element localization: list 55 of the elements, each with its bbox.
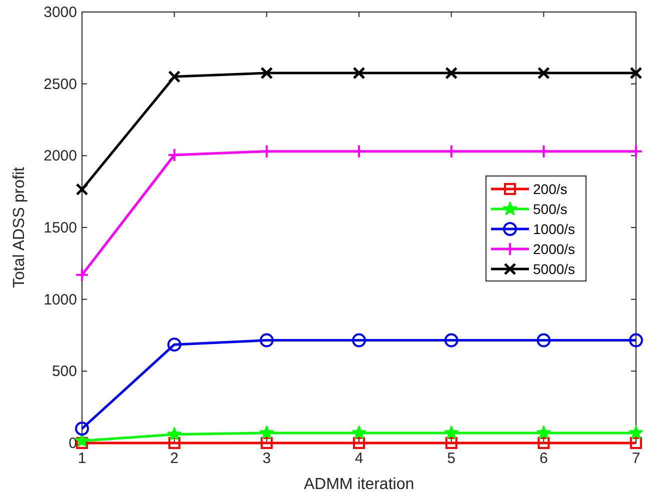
x-tick-label: 2 <box>170 450 179 467</box>
x-tick-label: 4 <box>354 450 364 467</box>
point <box>168 70 181 83</box>
point <box>260 425 274 440</box>
legend-label: 2000/s <box>533 241 576 257</box>
point <box>352 144 366 158</box>
point <box>168 437 180 449</box>
x-axis-title: ADMM iteration <box>304 476 414 493</box>
point <box>628 425 644 440</box>
point <box>629 144 643 158</box>
y-tick-label: 3000 <box>44 4 77 21</box>
point <box>538 437 550 449</box>
point <box>352 66 366 80</box>
point <box>75 422 89 436</box>
legend-label: 200/s <box>533 181 568 197</box>
point <box>536 333 551 348</box>
point <box>352 333 366 348</box>
x-tick-label: 6 <box>539 450 548 467</box>
point <box>445 66 458 80</box>
y-tick-label: 1000 <box>44 291 77 308</box>
point <box>444 144 458 158</box>
point <box>75 268 89 282</box>
legend-label: 5000/s <box>533 261 576 277</box>
point <box>74 433 90 448</box>
x-tick-label: 3 <box>262 450 271 467</box>
point <box>353 437 365 449</box>
point <box>444 333 458 348</box>
y-tick-label: 0 <box>68 435 77 452</box>
point <box>76 437 88 449</box>
point <box>260 437 273 449</box>
y-axis-title: Total ADSS profit <box>11 166 28 288</box>
y-tick-label: 500 <box>52 363 77 380</box>
point <box>536 144 551 158</box>
y-tick-label: 2000 <box>44 148 77 165</box>
y-tick-label: 1500 <box>44 220 77 236</box>
point <box>260 144 274 158</box>
point <box>167 338 182 352</box>
point <box>536 425 551 440</box>
x-tick-label: 1 <box>78 450 86 467</box>
legend-label: 500/s <box>533 201 568 217</box>
point <box>445 437 458 449</box>
y-tick-label: 2500 <box>44 76 77 93</box>
point <box>537 66 550 80</box>
point <box>629 333 643 348</box>
x-tick-label: 5 <box>447 450 456 467</box>
point <box>444 425 458 440</box>
legend-label: 1000/s <box>533 221 576 237</box>
point <box>630 66 642 80</box>
point <box>76 183 88 196</box>
point <box>167 426 182 441</box>
point <box>260 66 273 80</box>
point <box>630 437 642 449</box>
point <box>352 425 366 440</box>
point <box>260 333 274 348</box>
x-tick-label: 7 <box>632 450 640 467</box>
